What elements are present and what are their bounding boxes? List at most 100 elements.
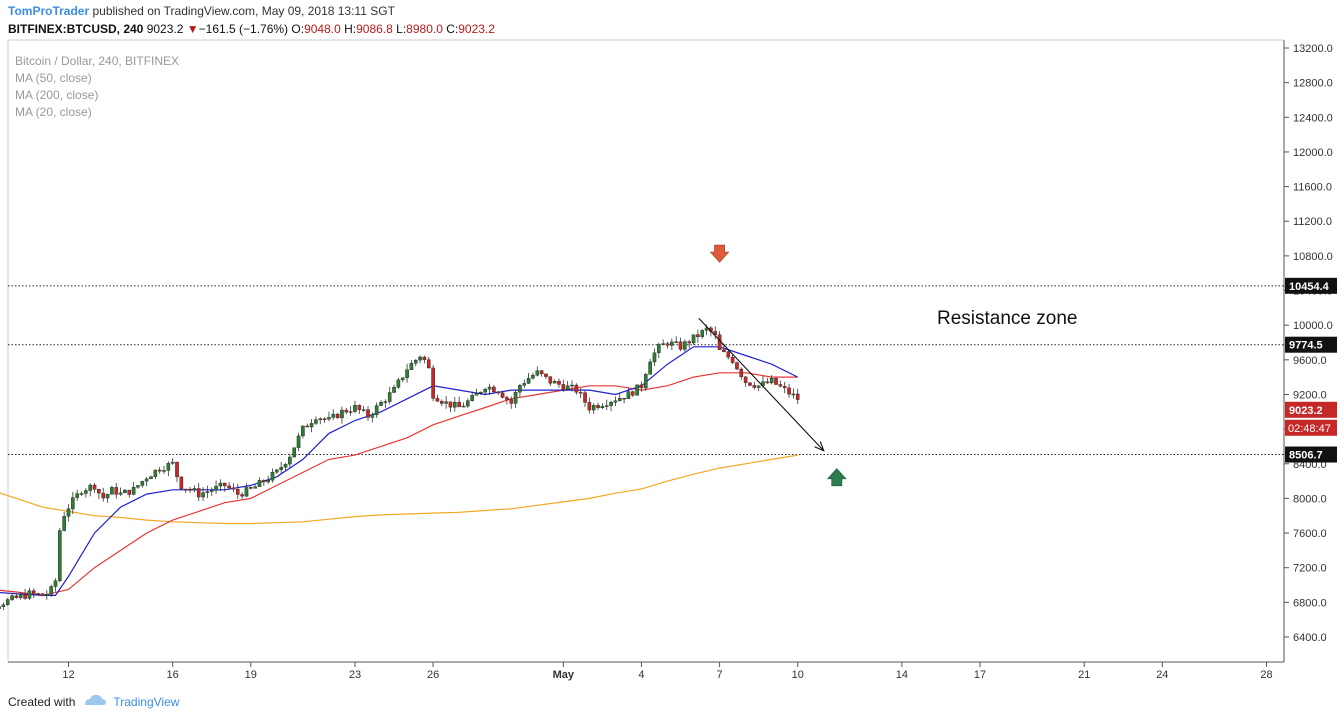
candle-body: [318, 418, 323, 420]
candle-body: [435, 398, 440, 402]
candle-body: [570, 384, 574, 387]
candle-body: [561, 384, 566, 390]
candle-body: [453, 401, 457, 408]
ma20-line: [0, 346, 798, 597]
candle-body: [479, 391, 483, 394]
candle-body: [639, 384, 644, 389]
up-arrow-icon[interactable]: [826, 468, 847, 487]
created-with-text: Created with: [8, 694, 76, 709]
candle-body: [487, 386, 492, 390]
indicator-legend: Bitcoin / Dollar, 240, BITFINEX MA (50, …: [15, 53, 179, 121]
candle-body: [209, 490, 214, 492]
candle-body: [296, 435, 301, 448]
ma50-line: [0, 372, 798, 597]
candle-body: [366, 409, 370, 418]
high-label: H:: [344, 22, 357, 36]
candle-body: [509, 399, 514, 404]
candle-body: [661, 343, 665, 345]
candle-body: [188, 488, 192, 491]
down-arrow-icon[interactable]: [709, 244, 730, 263]
candle-body: [730, 356, 735, 363]
x-tick-label: 26: [427, 669, 439, 681]
x-tick-label: 28: [1260, 669, 1272, 681]
candle-body: [123, 489, 127, 494]
candle-body: [387, 392, 392, 402]
candle-body: [331, 413, 336, 418]
candle-body: [630, 391, 635, 396]
candle-body: [565, 385, 570, 390]
candle-body: [431, 367, 435, 399]
price-change: −161.5 (−1.76%): [198, 22, 289, 36]
candle-body: [136, 485, 140, 488]
candle-body: [71, 497, 75, 510]
candle-body: [756, 385, 761, 388]
candle-body: [400, 377, 405, 381]
candle-body: [301, 425, 305, 437]
x-tick-label: 14: [896, 669, 908, 681]
candle-body: [175, 461, 179, 478]
legend-title[interactable]: Bitcoin / Dollar, 240, BITFINEX: [15, 54, 180, 68]
author-link[interactable]: TomProTrader: [8, 4, 90, 18]
candle-body: [657, 344, 661, 354]
candle-body: [635, 384, 639, 396]
candle-body: [418, 356, 422, 361]
candle-body: [687, 341, 692, 344]
candle-body: [157, 469, 162, 472]
close-label: C:: [446, 22, 459, 36]
candle-body: [14, 595, 19, 598]
published-text: published on TradingView.com, May 09, 20…: [92, 4, 395, 18]
legend-ma50[interactable]: MA (50, close): [15, 71, 92, 85]
candle-body: [409, 363, 414, 370]
candle-body: [557, 380, 561, 385]
candle-body: [643, 374, 648, 389]
candle-body: [496, 391, 501, 394]
x-tick-label: 21: [1078, 669, 1090, 681]
candle-body: [426, 359, 431, 369]
candle-body: [652, 352, 657, 363]
candle-body: [544, 373, 548, 377]
candle-body: [335, 413, 340, 419]
candle-body: [162, 470, 166, 472]
high-value: 9086.8: [356, 22, 393, 36]
candle-body: [609, 402, 613, 406]
candle-body: [62, 516, 66, 531]
candle-body: [49, 586, 53, 595]
candle-body: [279, 467, 283, 471]
candle-body: [483, 389, 487, 393]
trend-line[interactable]: [698, 317, 825, 452]
candle-body: [691, 334, 696, 344]
legend-ma20[interactable]: MA (20, close): [15, 105, 92, 119]
level-tag: [1285, 336, 1337, 353]
candle-body: [244, 487, 249, 497]
y-tick-label: 8000.0: [1293, 493, 1327, 505]
candle-body: [578, 392, 583, 394]
tradingview-logo-icon[interactable]: [83, 693, 107, 710]
candle-body: [774, 378, 778, 385]
level-tag-label: 8506.7: [1289, 450, 1323, 462]
legend-ma200[interactable]: MA (200, close): [15, 88, 99, 102]
candle-body: [110, 487, 114, 495]
candle-body: [552, 380, 557, 384]
tradingview-brand[interactable]: TradingView: [113, 694, 180, 709]
candle-body: [457, 401, 461, 408]
candle-body: [92, 484, 97, 490]
resistance-zone-label[interactable]: Resistance zone: [937, 308, 1077, 329]
candle-body: [214, 485, 218, 491]
candle-body: [665, 343, 670, 346]
candle-body: [374, 405, 379, 415]
candle-body: [470, 395, 474, 401]
candle-body: [735, 362, 739, 370]
x-tick-label: 12: [62, 669, 74, 681]
candle-body: [275, 469, 279, 473]
candle-body: [218, 482, 223, 487]
candle-body: [140, 480, 145, 486]
candle-body: [591, 405, 596, 411]
candle-body: [101, 492, 106, 499]
candle-body: [370, 414, 375, 418]
candle-body: [105, 494, 110, 499]
candle-body: [683, 341, 687, 350]
candle-body: [292, 447, 297, 458]
candle-body: [127, 489, 132, 495]
candle-body: [596, 405, 600, 408]
